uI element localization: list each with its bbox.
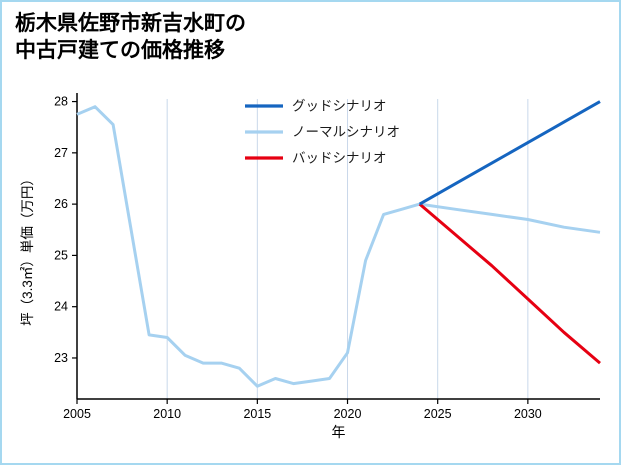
- x-tick-label-2015: 2015: [243, 407, 271, 421]
- chart-title: 栃木県佐野市新吉水町の 中古戸建ての価格推移: [15, 10, 246, 65]
- x-tick-label-2025: 2025: [424, 407, 452, 421]
- y-tick-label-26: 26: [54, 197, 68, 211]
- y-tick-label-25: 25: [54, 248, 68, 262]
- x-axis-label: 年: [332, 424, 346, 440]
- x-tick-label-2020: 2020: [334, 407, 362, 421]
- x-tick-label-2005: 2005: [63, 407, 91, 421]
- legend-label-2: バッドシナリオ: [292, 151, 387, 166]
- y-tick-label-23: 23: [54, 351, 68, 365]
- y-tick-label-28: 28: [54, 95, 68, 109]
- chart-title-line1: 栃木県佐野市新吉水町の: [15, 12, 246, 35]
- chart-title-line2: 中古戸建ての価格推移: [15, 39, 225, 63]
- y-axis-label: 坪（3.3㎡）単価（万円）: [20, 172, 35, 326]
- series-line-0: [418, 100, 601, 206]
- x-tick-label-2010: 2010: [153, 407, 181, 421]
- legend-label-1: ノーマルシナリオ: [292, 125, 400, 140]
- series-line-1: [76, 105, 601, 388]
- legend-label-0: グッドシナリオ: [292, 99, 387, 114]
- y-tick-label-27: 27: [54, 146, 68, 160]
- x-tick-label-2030: 2030: [514, 407, 542, 421]
- y-tick-label-24: 24: [54, 300, 68, 314]
- series-line-2: [418, 202, 601, 365]
